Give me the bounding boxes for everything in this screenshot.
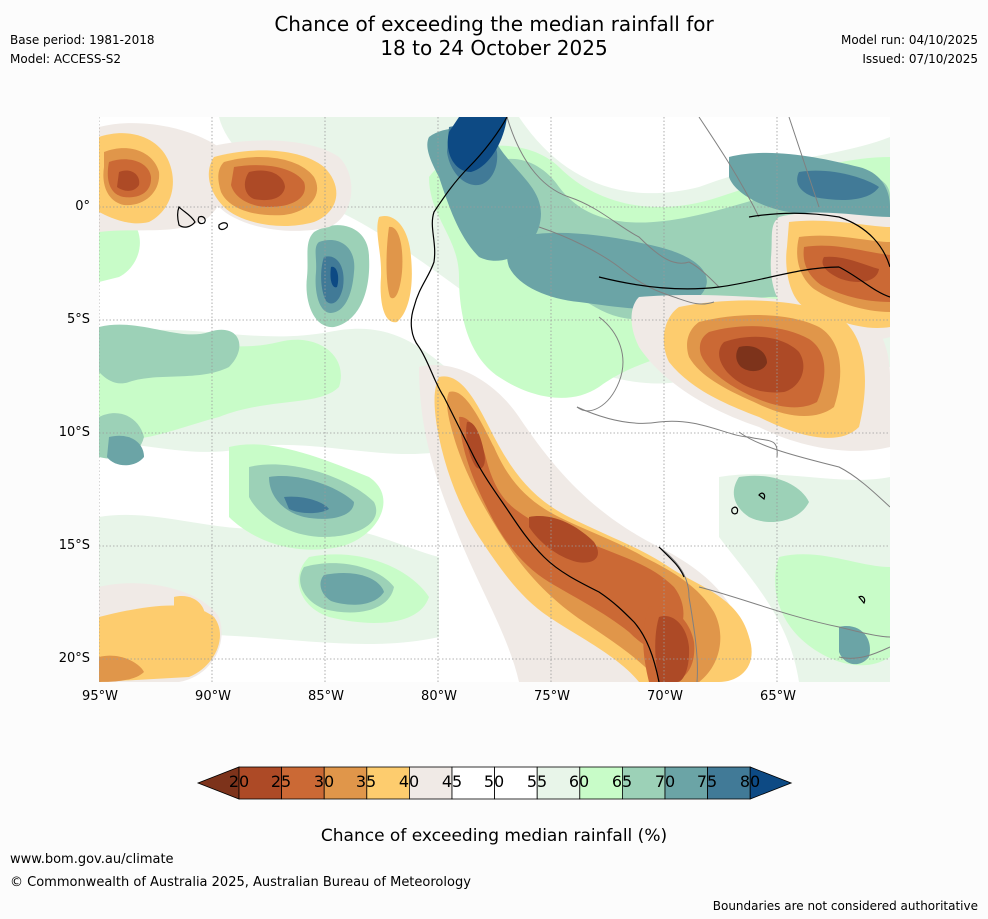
colorbar-swatch [281, 766, 325, 800]
map-title: Chance of exceeding the median rainfall … [0, 12, 988, 60]
colorbar-label: Chance of exceeding median rainfall (%) [320, 826, 668, 846]
colorbar-swatch [536, 766, 581, 800]
colorbar-tick: 65 [611, 772, 633, 791]
colorbar-tick: 20 [228, 772, 250, 791]
colorbar-ticks: 20 25 30 35 40 45 50 55 60 65 70 75 80 [0, 772, 988, 794]
colorbar-tick: 60 [568, 772, 590, 791]
colorbar-tick: 70 [654, 772, 676, 791]
colorbar-tick: 55 [526, 772, 548, 791]
model-name: Model: ACCESS-S2 [10, 52, 122, 66]
lon-label-85w: 85°W [308, 689, 344, 704]
colorbar-swatch [323, 766, 368, 800]
colorbar-swatch [451, 766, 495, 800]
title-line-2: 18 to 24 October 2025 [380, 36, 608, 60]
colorbar-swatch [408, 766, 453, 800]
base-period: Base period: 1981-2018 [10, 33, 155, 47]
lat-label-15s: 15°S [58, 538, 90, 553]
footer-url: www.bom.gov.au/climate [10, 852, 174, 867]
colorbar-swatch [707, 766, 751, 800]
footer-disclaimer: Boundaries are not considered authoritat… [712, 899, 978, 913]
map-canvas [99, 117, 890, 682]
issued-date: Issued: 07/10/2025 [862, 52, 978, 66]
colorbar-tick: 25 [270, 772, 292, 791]
colorbar-tick: 35 [355, 772, 377, 791]
colorbar-tick: 30 [313, 772, 335, 791]
colorbar-swatch [664, 766, 708, 800]
lon-label-65w: 65°W [760, 689, 796, 704]
footer-copyright: © Commonwealth of Australia 2025, Austra… [10, 875, 471, 890]
colorbar [196, 766, 793, 800]
lon-label-80w: 80°W [421, 689, 457, 704]
colorbar-swatch [579, 766, 623, 800]
model-run: Model run: 04/10/2025 [840, 33, 978, 47]
colorbar-arrow-high [749, 766, 793, 800]
lat-label-5s: 5°S [66, 312, 90, 327]
lat-label-20s: 20°S [58, 651, 90, 666]
colorbar-tick: 50 [483, 772, 505, 791]
lon-label-75w: 75°W [534, 689, 570, 704]
title-line-1: Chance of exceeding the median rainfall … [274, 12, 714, 36]
colorbar-swatch [238, 766, 282, 800]
lon-label-95w: 95°W [82, 689, 118, 704]
lon-label-70w: 70°W [647, 689, 683, 704]
colorbar-swatch [621, 766, 666, 800]
lat-label-0: 0° [75, 199, 90, 214]
lon-label-90w: 90°W [195, 689, 231, 704]
colorbar-tick: 75 [696, 772, 718, 791]
rainfall-map [99, 117, 890, 682]
colorbar-swatch [366, 766, 410, 800]
colorbar-tick: 80 [739, 772, 761, 791]
lat-label-10s: 10°S [58, 425, 90, 440]
colorbar-swatch [494, 766, 538, 800]
colorbar-tick: 45 [441, 772, 463, 791]
colorbar-tick: 40 [398, 772, 420, 791]
